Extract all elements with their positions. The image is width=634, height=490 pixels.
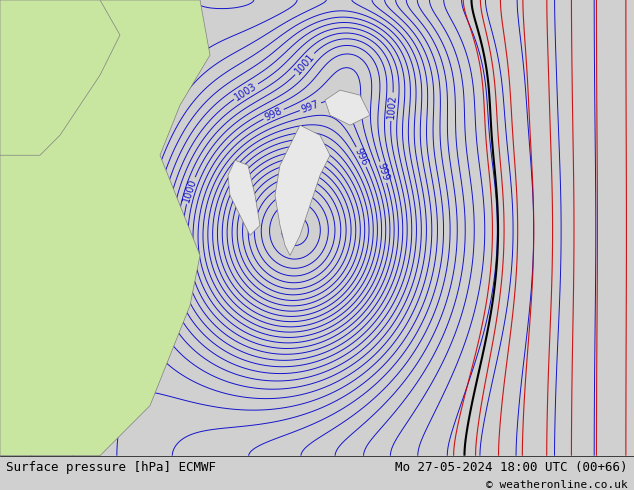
Text: 998: 998	[263, 106, 284, 122]
Text: 997: 997	[300, 99, 321, 115]
Text: 1000: 1000	[182, 177, 199, 204]
Text: 999: 999	[376, 162, 391, 182]
Polygon shape	[228, 160, 260, 235]
Text: Surface pressure [hPa] ECMWF: Surface pressure [hPa] ECMWF	[6, 461, 216, 474]
Text: 1002: 1002	[386, 94, 398, 120]
Polygon shape	[0, 0, 120, 155]
Polygon shape	[325, 90, 370, 125]
Text: Mo 27-05-2024 18:00 UTC (00+66): Mo 27-05-2024 18:00 UTC (00+66)	[395, 461, 628, 474]
Text: © weatheronline.co.uk: © weatheronline.co.uk	[486, 480, 628, 490]
Text: 1001: 1001	[293, 51, 316, 76]
Polygon shape	[0, 0, 210, 456]
Polygon shape	[275, 125, 330, 255]
Text: 1003: 1003	[233, 81, 259, 102]
Text: 996: 996	[353, 147, 370, 168]
